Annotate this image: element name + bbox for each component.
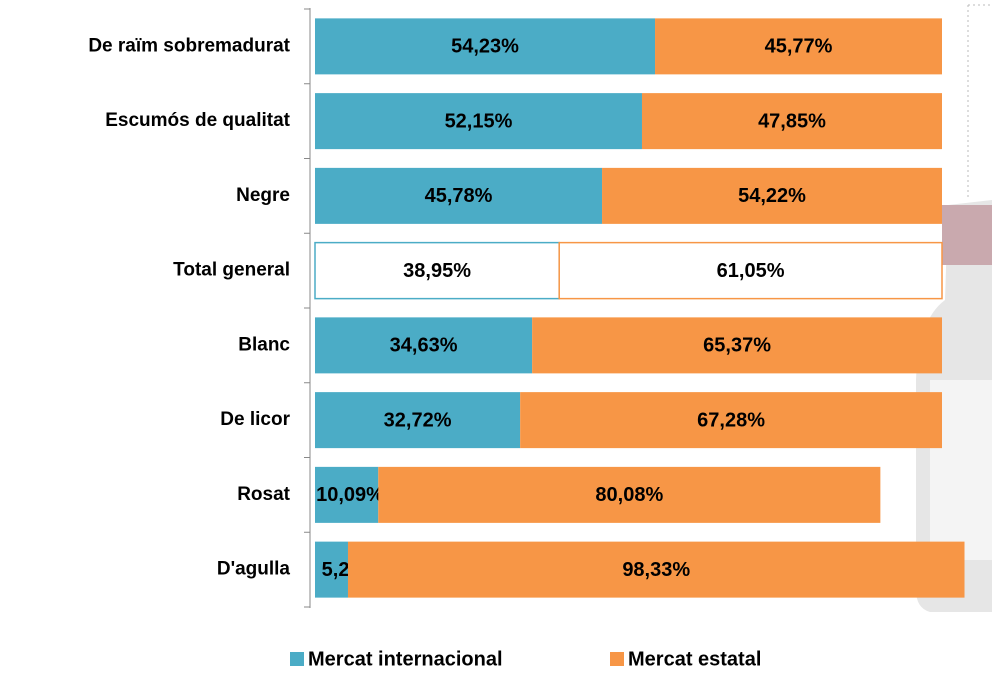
chart: De raïm sobremadurat 54,23% 45,77% Escumós … — [0, 0, 992, 670]
data-label: 10,09% — [316, 484, 384, 506]
data-label: 52,15% — [445, 110, 513, 132]
data-label: 45,77% — [765, 36, 833, 58]
category-label: Total general — [173, 260, 290, 281]
data-label: 38,95% — [403, 260, 471, 282]
legend-swatch — [610, 652, 624, 666]
data-label: 67,28% — [697, 409, 765, 431]
data-label: 98,33% — [622, 559, 690, 581]
category-label: Escumós de qualitat — [105, 110, 290, 131]
data-label: 65,37% — [703, 335, 771, 357]
category-label: Negre — [236, 185, 290, 206]
data-label: 54,22% — [738, 185, 806, 207]
legend-label: Mercat internacional — [308, 648, 503, 670]
category-label: Rosat — [237, 484, 290, 505]
data-label: 61,05% — [717, 260, 785, 282]
category-label: Blanc — [238, 334, 290, 355]
category-label: De raïm sobremadurat — [88, 35, 290, 56]
bottle-neck — [942, 205, 992, 265]
legend-label: Mercat estatal — [628, 648, 761, 670]
legend-swatch — [290, 652, 304, 666]
data-label: 32,72% — [384, 409, 452, 431]
data-label: 80,08% — [595, 484, 663, 506]
data-label: 34,63% — [390, 335, 458, 357]
data-label: 47,85% — [758, 110, 826, 132]
category-label: De licor — [220, 409, 290, 430]
data-label: 45,78% — [425, 185, 493, 207]
data-label: 54,23% — [451, 36, 519, 58]
category-label: D'agulla — [217, 559, 291, 580]
